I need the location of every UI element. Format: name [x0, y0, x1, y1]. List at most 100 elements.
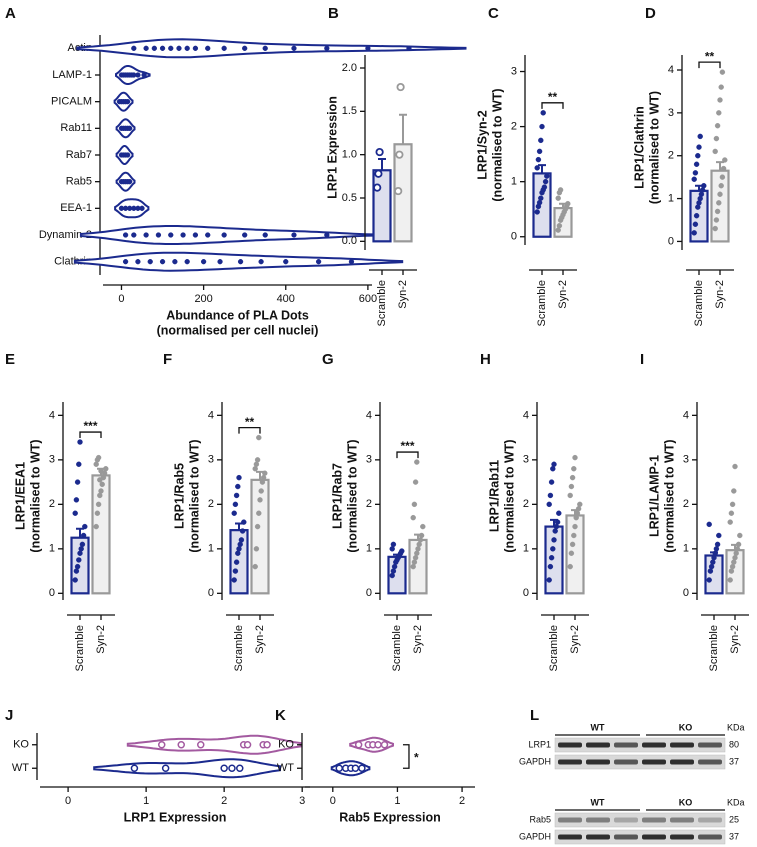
error-bar	[235, 522, 243, 531]
y-tick-label: 0	[366, 587, 372, 599]
blot-band	[558, 759, 582, 765]
error-bar	[414, 533, 422, 540]
y-tick-label: 3	[366, 454, 372, 466]
y-tick-label: 0	[683, 587, 689, 599]
y-tick-label: 1	[511, 176, 517, 188]
data-point	[95, 454, 102, 461]
data-point	[717, 191, 723, 197]
category-label: Syn-2	[254, 625, 266, 654]
size-label: 37	[729, 756, 739, 766]
data-point	[716, 532, 722, 539]
row-label: LRP1	[528, 739, 551, 749]
data-point	[315, 259, 322, 265]
category-label: Syn-2	[714, 280, 726, 309]
x-tick-label: 600	[359, 293, 377, 305]
x-axis-title: LRP1 Expression	[124, 810, 227, 824]
panel-letter: G	[322, 351, 334, 368]
data-point	[712, 148, 718, 155]
data-point	[569, 541, 576, 548]
x-tick-label: 0	[65, 795, 71, 807]
error-bar	[399, 113, 407, 145]
y-tick-label: 0.5	[342, 192, 357, 204]
data-point	[697, 133, 703, 140]
blot-strip	[554, 812, 726, 828]
data-point	[139, 205, 145, 211]
y-axis-title: (normalised to WT)	[28, 439, 42, 552]
y-tick-label: 4	[366, 409, 372, 421]
y-axis-title: LRP1/Clathrin	[632, 106, 646, 189]
y-axis-title: LRP1/EEA1	[13, 462, 27, 530]
data-point	[197, 741, 205, 749]
category-label: Scramble	[708, 625, 720, 671]
error-bar	[716, 161, 724, 171]
row-label: Rab5	[529, 814, 551, 824]
data-point	[236, 474, 242, 481]
data-point	[74, 563, 81, 570]
data-point	[719, 69, 726, 75]
panel-letter: D	[645, 5, 656, 22]
data-point	[184, 259, 190, 265]
data-point	[390, 541, 397, 548]
data-point	[351, 764, 360, 772]
data-point	[567, 563, 573, 570]
category-label: Syn-2	[412, 625, 424, 654]
significance-bracket	[238, 426, 261, 434]
category-label: EEA-1	[60, 202, 92, 214]
y-axis-title: LRP1/Rab7	[330, 463, 344, 529]
x-tick-label: 3	[299, 795, 305, 807]
error-bar	[710, 551, 718, 556]
data-point	[291, 232, 297, 238]
data-point	[97, 477, 103, 483]
data-point	[389, 546, 395, 552]
error-bar	[393, 553, 401, 557]
data-point	[221, 45, 227, 51]
data-point	[534, 165, 540, 171]
y-tick-label: 2	[366, 498, 372, 510]
data-point	[253, 546, 260, 552]
data-point	[569, 474, 576, 481]
data-point	[391, 563, 398, 570]
x-tick-label: 400	[277, 293, 295, 305]
data-point	[375, 147, 384, 157]
data-point	[716, 200, 722, 206]
significance: ***	[83, 419, 97, 433]
panel-letter: A	[5, 5, 16, 22]
category-label: Syn-2	[397, 280, 409, 309]
data-point	[217, 259, 223, 265]
category-label: Rab5	[66, 176, 92, 188]
data-point	[711, 555, 717, 561]
y-axis-title: (normalised to WT)	[187, 439, 201, 552]
data-point	[696, 144, 702, 150]
data-point	[732, 555, 738, 561]
data-point	[556, 510, 562, 516]
data-point	[731, 488, 737, 494]
y-tick-label: 4	[523, 409, 529, 421]
y-tick-label: 1	[683, 543, 689, 555]
blot-band	[698, 742, 722, 748]
data-point	[242, 45, 248, 51]
blot-band	[670, 834, 694, 840]
data-point	[73, 568, 80, 574]
data-point	[548, 555, 555, 561]
data-point	[567, 492, 573, 499]
data-point	[77, 439, 83, 445]
data-point	[535, 156, 542, 163]
data-point	[716, 110, 722, 116]
data-point	[691, 230, 697, 236]
panel-letter: H	[480, 351, 491, 368]
error-bar	[695, 184, 703, 191]
data-point	[718, 183, 724, 189]
y-tick-label: 0	[208, 587, 214, 599]
y-tick-label: 1	[208, 543, 214, 555]
category-label: Scramble	[74, 625, 86, 671]
data-point	[406, 45, 412, 51]
data-point	[257, 497, 263, 503]
data-point	[374, 741, 382, 749]
data-point	[205, 45, 211, 51]
data-point	[568, 550, 575, 556]
data-point	[239, 528, 246, 534]
y-tick-label: 0.0	[342, 235, 357, 247]
data-point	[720, 165, 727, 172]
y-tick-label: 0	[668, 235, 674, 247]
y-tick-label: 1	[668, 192, 674, 204]
